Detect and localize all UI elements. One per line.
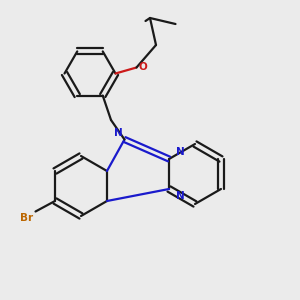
Text: N: N xyxy=(176,191,184,201)
Text: O: O xyxy=(139,62,148,73)
Text: N: N xyxy=(176,147,184,157)
Text: N: N xyxy=(113,128,122,138)
Text: Br: Br xyxy=(20,213,33,223)
